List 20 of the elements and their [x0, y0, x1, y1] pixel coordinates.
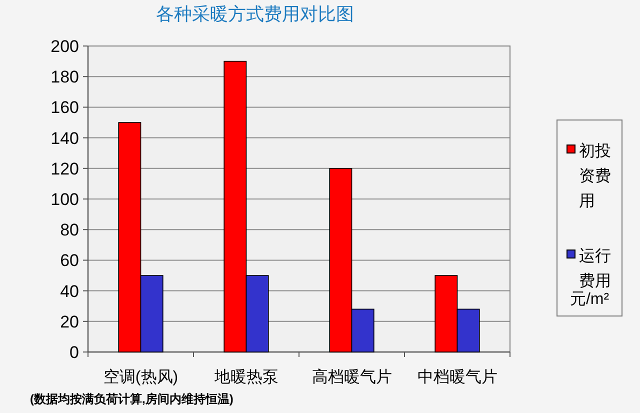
chart-title: 各种采暖方式费用对比图: [156, 4, 354, 24]
y-tick-label: 100: [50, 190, 79, 209]
y-tick-label: 180: [50, 68, 79, 87]
y-tick-label: 120: [50, 159, 79, 178]
y-tick-label: 140: [50, 128, 79, 148]
y-tick-label: 0: [70, 343, 79, 362]
legend-label: 初投资费用: [579, 142, 611, 210]
y-tick-label: 60: [60, 251, 79, 270]
y-tick-label: 40: [60, 282, 79, 301]
legend-label: 运行费用: [579, 247, 611, 290]
x-tick-label: 空调(热风): [103, 368, 178, 386]
x-tick-label: 高档暖气片: [312, 368, 392, 386]
text: (数据均按满负荷计算,房间内维持恒温): [30, 392, 234, 406]
x-tick-label: 地暖热泵: [213, 368, 278, 386]
y-tick-label: 200: [50, 37, 79, 56]
x-tick-label: 中档暖气片: [417, 368, 498, 386]
y-tick-label: 80: [60, 220, 79, 240]
y-tick-label: 20: [60, 312, 79, 332]
text: 元/m²: [570, 291, 610, 308]
y-tick-label: 160: [50, 98, 79, 118]
